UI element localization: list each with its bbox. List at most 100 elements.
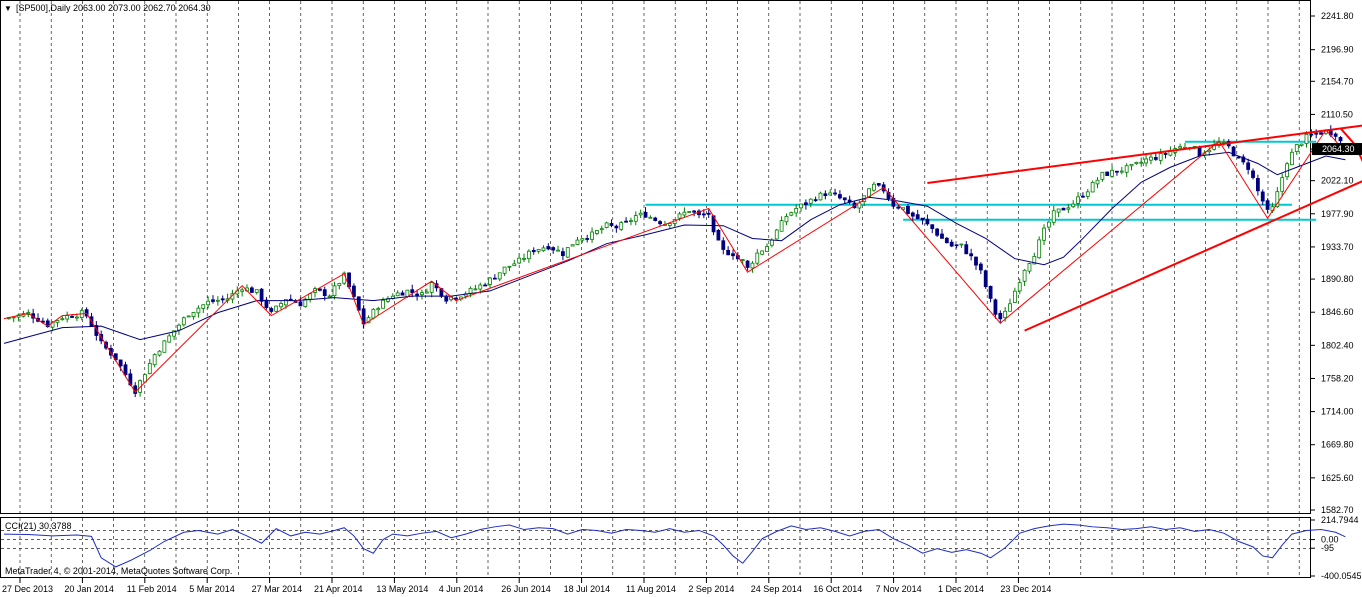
candle xyxy=(585,234,590,243)
candle xyxy=(303,297,308,308)
candle xyxy=(556,245,560,252)
candle xyxy=(813,196,818,202)
candle xyxy=(1008,298,1012,312)
candle xyxy=(269,306,274,314)
candle xyxy=(152,353,157,368)
candle xyxy=(799,203,803,212)
candle xyxy=(546,243,551,251)
candle xyxy=(925,214,930,226)
time-tick-label: 1 Dec 2014 xyxy=(938,584,984,594)
candle xyxy=(614,224,619,233)
candle xyxy=(259,287,264,306)
candle xyxy=(1022,269,1027,287)
candle xyxy=(1051,205,1056,226)
price-tick-label: 1669.80 xyxy=(1321,440,1354,450)
candle xyxy=(590,227,594,243)
candle xyxy=(517,253,522,265)
candle xyxy=(915,209,920,220)
candle xyxy=(1081,192,1085,198)
time-tick-label: 11 Aug 2014 xyxy=(626,584,676,594)
candle xyxy=(910,211,915,222)
candle xyxy=(609,219,614,228)
time-tick-label: 18 Jul 2014 xyxy=(564,584,611,594)
price-tick-label: 1758.20 xyxy=(1321,373,1354,383)
candle xyxy=(969,248,974,261)
indicator-tick-label: 0.00 xyxy=(1321,535,1339,545)
candle xyxy=(536,248,541,254)
candle xyxy=(1236,156,1241,159)
candle xyxy=(906,204,910,215)
candle xyxy=(157,350,162,357)
candle xyxy=(575,236,580,246)
candle xyxy=(1076,192,1080,209)
candle xyxy=(512,259,517,267)
price-tick-label: 1890.80 xyxy=(1321,274,1354,284)
candle xyxy=(172,330,177,341)
candle xyxy=(935,228,940,237)
candle xyxy=(804,199,808,210)
candle xyxy=(1333,132,1338,141)
candle xyxy=(745,259,750,271)
candle xyxy=(784,213,789,226)
candle xyxy=(531,247,536,255)
candle xyxy=(833,188,837,196)
candle xyxy=(1095,177,1100,189)
candle xyxy=(1251,168,1255,180)
candle xyxy=(201,304,206,314)
candle xyxy=(94,321,99,341)
candle xyxy=(638,209,643,218)
candle xyxy=(978,262,983,275)
candle xyxy=(186,315,191,318)
candle xyxy=(629,217,633,226)
candle xyxy=(1139,157,1144,167)
candle xyxy=(415,289,420,301)
candle xyxy=(721,237,726,255)
candle xyxy=(488,276,492,289)
candle xyxy=(1047,220,1051,231)
candle xyxy=(541,245,546,252)
time-tick-label: 27 Dec 2013 xyxy=(2,584,53,594)
time-tick-label: 27 Mar 2014 xyxy=(252,584,303,594)
indicator-tick-label: -95 xyxy=(1321,543,1334,553)
price-tick-label: 1933.70 xyxy=(1321,242,1354,252)
candle xyxy=(755,249,760,266)
candle xyxy=(658,220,662,227)
candle xyxy=(138,379,142,397)
trendline xyxy=(927,124,1362,184)
candle xyxy=(317,288,322,292)
candle xyxy=(1100,171,1105,182)
candle xyxy=(682,207,687,218)
indicator-tick-label: 214.7944 xyxy=(1321,515,1359,525)
trendline xyxy=(1024,180,1362,332)
candle xyxy=(1042,224,1046,246)
candle xyxy=(483,282,488,287)
candle xyxy=(604,221,609,229)
candle xyxy=(1275,187,1280,208)
candle xyxy=(376,306,381,315)
candle xyxy=(1134,161,1139,165)
trendline xyxy=(1339,127,1356,146)
time-tick-label: 7 Nov 2014 xyxy=(876,584,922,594)
candle xyxy=(716,228,721,241)
candle xyxy=(264,296,269,310)
candle xyxy=(1012,287,1017,303)
current-price-marker: 2064.30 xyxy=(1312,143,1362,156)
time-tick-label: 5 Mar 2014 xyxy=(189,584,235,594)
candle xyxy=(424,288,429,294)
indicator-label: CCI(21) 30.3788 xyxy=(5,521,72,531)
candle xyxy=(974,256,978,270)
candle xyxy=(565,247,570,259)
candle xyxy=(507,265,512,272)
candle xyxy=(876,182,881,187)
price-tick-label: 1846.60 xyxy=(1321,307,1354,317)
candle xyxy=(1299,143,1304,147)
current-price-label: 2064.30 xyxy=(1322,144,1355,154)
candle xyxy=(420,289,424,300)
candle xyxy=(570,244,575,247)
candle xyxy=(502,266,507,276)
candle xyxy=(828,189,833,196)
candle xyxy=(410,284,415,298)
chart-collapse-icon[interactable]: ▼ xyxy=(4,4,12,13)
horizontal-levels xyxy=(645,140,1317,221)
